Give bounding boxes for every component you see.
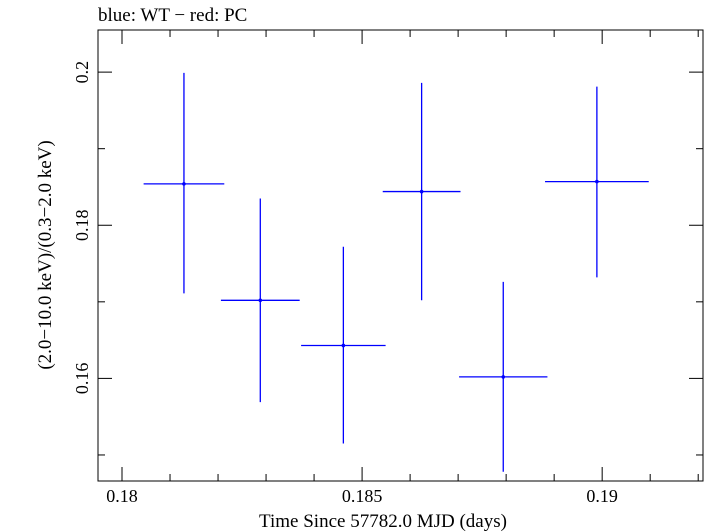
x-tick-label: 0.185 (342, 486, 383, 506)
plot-frame (97, 29, 704, 482)
x-tick-label: 0.18 (106, 486, 138, 506)
point-marker (258, 298, 263, 303)
point-marker (341, 343, 346, 348)
x-axis-ticks: 0.18 0.185 0.19 (106, 30, 699, 506)
y-tick-label: 0.18 (72, 210, 92, 242)
data-point (220, 198, 300, 403)
y-tick-label: 0.2 (72, 61, 92, 84)
point-marker (419, 189, 424, 194)
x-tick-label: 0.19 (586, 486, 618, 506)
y-axis-label: (2.0−10.0 keV)/(0.3−2.0 keV) (35, 140, 56, 369)
x-axis-label: Time Since 57782.0 MJD (days) (259, 511, 507, 532)
y-axis-ticks: 0.16 0.18 0.2 (72, 61, 703, 456)
point-marker (182, 182, 186, 186)
series-layer (143, 72, 649, 472)
data-point (545, 86, 649, 278)
data-point (143, 72, 225, 294)
data-point (382, 82, 461, 301)
chart-title: blue: WT − red: PC (98, 5, 248, 26)
point-marker (501, 375, 506, 379)
data-point (459, 281, 548, 472)
point-marker (595, 179, 599, 184)
data-point (301, 246, 386, 444)
y-tick-label: 0.16 (72, 363, 92, 395)
